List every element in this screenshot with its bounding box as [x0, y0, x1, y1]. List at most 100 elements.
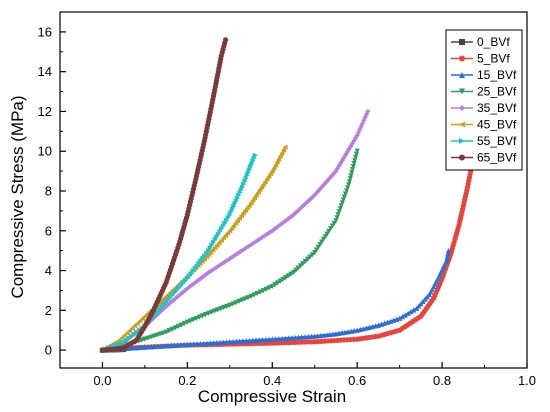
data-point — [346, 182, 352, 188]
data-point — [305, 199, 311, 205]
data-point — [239, 297, 245, 303]
data-point — [212, 244, 218, 251]
legend-entry: 35_BVf — [451, 101, 517, 115]
data-point — [431, 283, 437, 290]
data-point — [269, 168, 275, 174]
data-point — [331, 170, 337, 177]
x-tick-label: 0.0 — [93, 373, 111, 388]
data-point — [411, 307, 417, 313]
data-point — [129, 325, 135, 331]
data-point — [182, 287, 188, 294]
data-point — [444, 254, 450, 260]
y-tick-label: 16 — [38, 24, 52, 39]
data-point — [408, 309, 414, 315]
axes: 0.0 0.2 0.4 0.6 0.8 1.0 0 2 4 6 8 10 12 14 16 — [38, 11, 536, 388]
data-point — [230, 301, 236, 307]
data-point — [219, 261, 225, 267]
data-point — [279, 150, 285, 156]
data-point — [142, 313, 148, 319]
data-point — [259, 184, 265, 190]
legend-swatch-marker — [459, 105, 465, 111]
data-point — [159, 304, 165, 310]
data-point — [134, 329, 140, 335]
data-point — [302, 258, 308, 265]
data-point — [236, 298, 242, 305]
data-point — [365, 108, 371, 115]
data-point — [205, 310, 212, 316]
data-point — [218, 306, 224, 312]
data-point — [192, 279, 198, 286]
data-point — [269, 283, 275, 290]
data-point — [432, 281, 438, 287]
data-point — [277, 222, 283, 228]
data-point — [177, 291, 183, 298]
legend-box — [445, 29, 523, 171]
data-point — [305, 256, 311, 262]
data-point — [351, 160, 357, 167]
data-point — [297, 205, 304, 211]
data-point — [307, 196, 313, 202]
legend-swatch-marker — [459, 88, 465, 95]
data-point — [324, 178, 331, 184]
data-point — [158, 298, 165, 304]
data-point — [295, 265, 301, 271]
legend-swatch-marker — [459, 121, 465, 128]
data-point — [165, 291, 172, 297]
data-point — [264, 231, 270, 237]
data-point — [119, 335, 125, 341]
data-point — [190, 281, 196, 288]
data-point — [257, 289, 263, 295]
data-point — [234, 218, 241, 224]
data-point — [214, 242, 220, 248]
data-point — [115, 341, 121, 348]
x-tick-label: 0.2 — [178, 373, 196, 388]
data-point — [272, 162, 279, 168]
data-point — [274, 280, 281, 286]
data-point — [253, 192, 259, 198]
data-point — [355, 129, 362, 135]
data-point — [346, 179, 353, 185]
legend-entry: 25_BVf — [451, 85, 517, 99]
data-point — [329, 173, 335, 179]
data-point — [163, 293, 169, 300]
data-point — [200, 273, 206, 280]
data-point — [184, 285, 190, 292]
data-point — [190, 317, 197, 323]
data-point — [121, 332, 128, 338]
data-point — [354, 148, 360, 154]
data-point — [207, 245, 213, 251]
data-point — [242, 207, 248, 214]
data-point — [282, 218, 289, 224]
data-point — [347, 176, 353, 182]
y-tick-label: 4 — [45, 263, 52, 278]
series-line — [102, 154, 257, 352]
data-point — [219, 226, 225, 232]
data-point — [190, 268, 196, 274]
data-point — [280, 276, 286, 283]
data-point — [269, 228, 275, 234]
data-point — [443, 258, 449, 264]
data-point — [132, 323, 138, 329]
data-point — [175, 323, 181, 330]
data-point — [176, 285, 182, 291]
data-point — [123, 337, 129, 343]
data-point — [302, 201, 308, 207]
data-point — [290, 269, 297, 276]
data-point — [222, 220, 228, 226]
data-point — [438, 269, 444, 276]
data-point — [172, 290, 178, 296]
data-point — [445, 251, 451, 257]
y-tick-label: 0 — [45, 343, 52, 358]
data-point — [350, 163, 356, 170]
data-point — [181, 321, 187, 327]
data-point — [126, 335, 132, 341]
data-point — [352, 157, 358, 164]
legend: 0_BVf 5_BVf 15_BVf 25_BVf 35_BVf 45_BVf 55_BVf… — [445, 29, 523, 171]
data-point — [172, 325, 178, 331]
legend-entry: 15_BVf — [451, 68, 517, 82]
data-point — [252, 152, 258, 158]
data-point — [196, 314, 203, 320]
data-point — [322, 180, 328, 186]
data-point — [297, 263, 304, 269]
data-point — [186, 273, 192, 279]
